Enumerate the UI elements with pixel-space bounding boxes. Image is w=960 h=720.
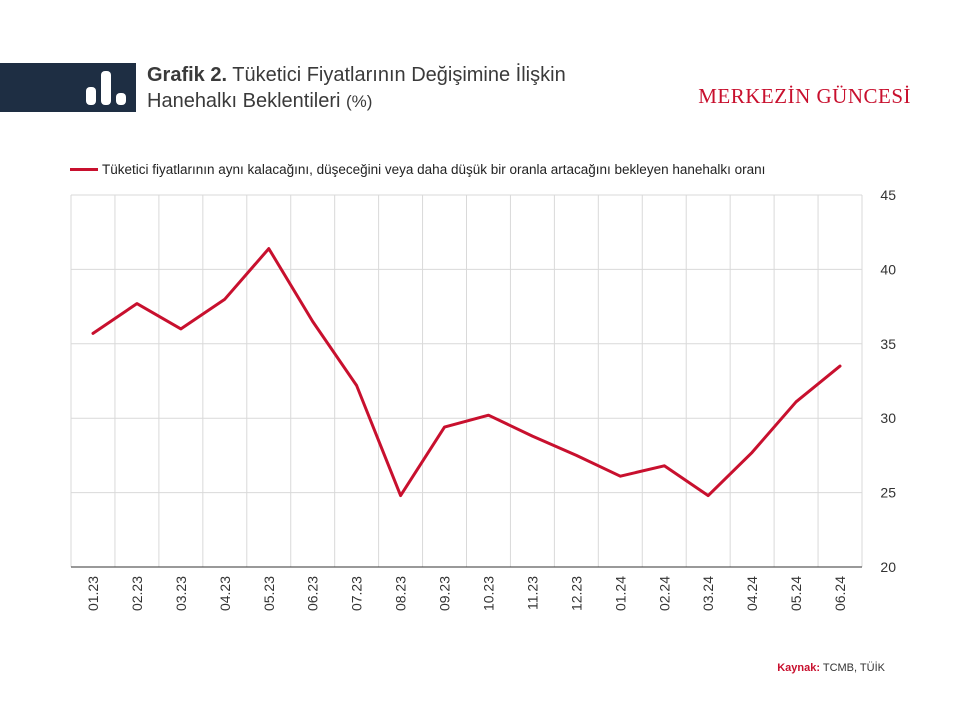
source-key: Kaynak: [777,662,820,674]
y-tick-label: 30 [880,410,896,426]
x-tick-label: 03.24 [700,576,716,611]
data-point [794,400,798,404]
data-point [399,494,402,497]
title-rest: Tüketici Fiyatlarının Değişimine İlişkin [232,64,566,86]
source-note: Kaynak: TCMB, TÜİK [777,662,885,674]
data-point [663,464,666,468]
x-tick-label: 01.24 [612,576,628,611]
data-point [443,425,446,429]
brand-logo: MERKEZİN GÜNCESİ [698,84,911,108]
data-point [575,454,578,457]
series-line [91,247,842,498]
chart-title: Grafik 2. Tüketici Fiyatlarının Değişimi… [147,62,667,115]
x-tick-label: 05.23 [261,576,277,611]
data-point [487,414,490,417]
data-point [91,332,95,335]
data-point [531,434,534,438]
x-tick-label: 10.23 [480,576,496,611]
x-tick-label: 07.23 [349,576,365,611]
chart-legend: Tüketici fiyatlarının aynı kalacağını, d… [70,159,765,179]
y-tick-label: 35 [880,336,896,352]
source-value: TCMB, TÜİK [822,662,885,674]
data-point [355,384,358,387]
x-tick-label: 01.23 [85,576,101,611]
bar-chart-icon [86,71,126,105]
title-unit: (%) [346,92,373,111]
x-tick-label: 12.23 [568,576,584,611]
x-tick-label: 11.23 [524,576,540,610]
data-point [838,364,842,368]
x-tick-label: 02.23 [129,576,145,611]
data-point [311,320,314,323]
data-point [750,451,754,454]
data-point [619,475,622,478]
x-tick-label: 02.24 [656,576,672,611]
x-tick-label: 08.23 [393,576,409,611]
x-tick-label: 04.23 [217,576,233,611]
legend-swatch [70,167,98,171]
y-tick-label: 25 [880,485,896,501]
header-bar [0,63,136,112]
data-point [706,494,710,497]
title-line2: Hanehalkı Beklentileri [147,90,341,112]
data-point [267,247,270,250]
y-tick-label: 45 [880,187,896,203]
y-tick-label: 40 [880,261,896,277]
data-point [223,297,227,301]
data-point [135,302,139,305]
x-tick-label: 05.24 [788,576,804,611]
data-point [179,327,183,331]
x-tick-label: 06.23 [305,576,321,611]
x-tick-label: 03.23 [173,576,189,611]
y-tick-label: 20 [880,559,896,575]
legend-label: Tüketici fiyatlarının aynı kalacağını, d… [102,161,766,177]
title-strong: Grafik 2. [147,64,228,86]
x-tick-label: 06.24 [832,576,848,611]
x-tick-label: 09.23 [437,576,453,611]
x-tick-label: 04.24 [744,576,760,611]
